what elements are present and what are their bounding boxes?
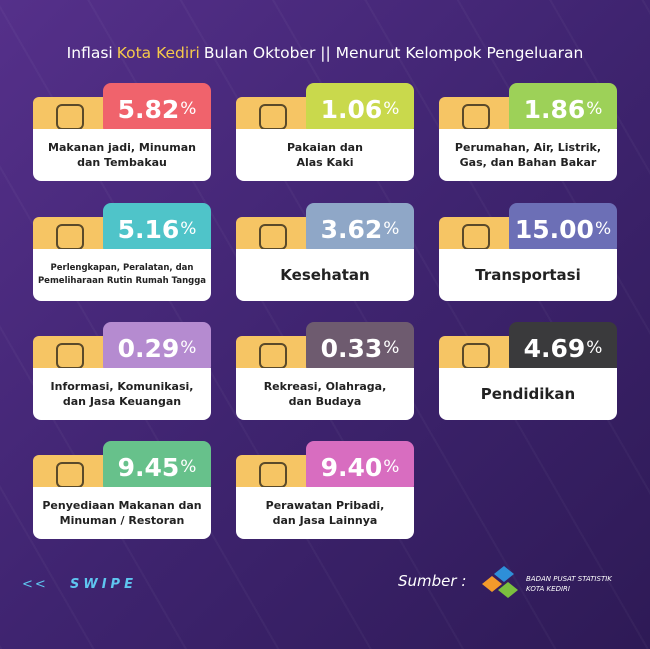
value: 5.82 <box>117 94 180 124</box>
label-line: Minuman / Restoran <box>59 514 185 527</box>
value: 0.33 <box>320 333 383 363</box>
card-label: Rekreasi, Olahraga, dan Budaya <box>236 368 414 420</box>
label-line: Perumahan, Air, Listrik, <box>454 141 602 154</box>
card: 9.45% Penyediaan Makanan dan Minuman / Res… <box>33 441 211 539</box>
swipe-label[interactable]: SWIPE <box>70 577 137 592</box>
card: 0.29% Informasi, Komunikasi, dan Jasa Keua… <box>33 322 211 420</box>
title-text: Bulan Oktober || Menurut Kelompok Pengel… <box>203 44 584 62</box>
value-box: 4.69% <box>509 322 617 374</box>
card: 0.33% Rekreasi, Olahraga, dan Budaya <box>236 322 414 420</box>
card-label: Perawatan Pribadi, dan Jasa Lainnya <box>236 487 414 539</box>
value: 4.69 <box>523 333 586 363</box>
value-box: 1.06% <box>306 83 414 135</box>
label-line: dan Jasa Keuangan <box>62 395 182 408</box>
value: 1.06 <box>320 94 383 124</box>
title-text: Inflasi <box>66 44 113 62</box>
value: 15.00 <box>514 214 594 244</box>
org-line: BADAN PUSAT STATISTIK <box>526 575 612 583</box>
unit: % <box>383 338 400 358</box>
card: 9.40% Perawatan Pribadi, dan Jasa Lainnya <box>236 441 414 539</box>
value: 5.16 <box>117 214 180 244</box>
value-box: 5.82% <box>103 83 211 135</box>
card-label: Pendidikan <box>439 368 617 420</box>
label-line: Alas Kaki <box>296 156 354 169</box>
card-label: Transportasi <box>439 249 617 301</box>
card-label: Perumahan, Air, Listrik, Gas, dan Bahan B… <box>439 129 617 181</box>
card: 1.06% Pakaian dan Alas Kaki <box>236 83 414 181</box>
value-box: 3.62% <box>306 203 414 255</box>
label-line: Kesehatan <box>280 265 370 284</box>
label-line: Makanan jadi, Minuman <box>48 141 196 154</box>
label-line: Perlengkapan, Peralatan, dan <box>50 263 194 273</box>
label-line: Informasi, Komunikasi, <box>50 380 194 393</box>
label-line: Gas, dan Bahan Bakar <box>459 156 597 169</box>
card: 5.82% Makanan jadi, Minuman dan Tembakau <box>33 83 211 181</box>
back-arrow[interactable]: << <box>22 577 48 592</box>
value-box: 5.16% <box>103 203 211 255</box>
unit: % <box>383 457 400 477</box>
label-line: dan Tembakau <box>77 156 167 169</box>
label-line: Pakaian dan <box>287 141 363 154</box>
value-box: 0.33% <box>306 322 414 374</box>
bps-logo <box>482 566 518 598</box>
label-line: dan Budaya <box>288 395 362 408</box>
unit: % <box>180 338 197 358</box>
org-line: KOTA KEDIRI <box>526 585 570 593</box>
card: 3.62% Kesehatan <box>236 203 414 301</box>
title-highlight: Kota Kediri <box>116 44 200 62</box>
label-line: dan Jasa Lainnya <box>272 514 378 527</box>
card-label: Informasi, Komunikasi, dan Jasa Keuangan <box>33 368 211 420</box>
label-line: Rekreasi, Olahraga, <box>263 380 387 393</box>
value-box: 9.40% <box>306 441 414 493</box>
value: 9.45 <box>117 452 180 482</box>
card: 15.00% Transportasi <box>439 203 617 301</box>
value-box: 0.29% <box>103 322 211 374</box>
unit: % <box>586 99 603 119</box>
value-box: 1.86% <box>509 83 617 135</box>
label-line: Perawatan Pribadi, <box>265 499 385 512</box>
unit: % <box>180 219 197 239</box>
org-name: BADAN PUSAT STATISTIK KOTA KEDIRI <box>526 574 612 594</box>
label-line: Penyediaan Makanan dan <box>42 499 202 512</box>
source-label: Sumber : <box>398 572 467 590</box>
card-label: Penyediaan Makanan dan Minuman / Restoran <box>33 487 211 539</box>
title: Inflasi Kota Kediri Bulan Oktober || Menur… <box>0 44 650 62</box>
unit: % <box>180 457 197 477</box>
card-label: Pakaian dan Alas Kaki <box>236 129 414 181</box>
card-label: Kesehatan <box>236 249 414 301</box>
value: 3.62 <box>320 214 383 244</box>
value: 0.29 <box>117 333 180 363</box>
value: 9.40 <box>320 452 383 482</box>
card-label: Makanan jadi, Minuman dan Tembakau <box>33 129 211 181</box>
unit: % <box>180 99 197 119</box>
card-label: Perlengkapan, Peralatan, dan Pemeliharaan… <box>33 249 211 301</box>
value: 1.86 <box>523 94 586 124</box>
label-line: Transportasi <box>475 265 581 284</box>
card: 5.16% Perlengkapan, Peralatan, dan Pemelih… <box>33 203 211 301</box>
unit: % <box>586 338 603 358</box>
value-box: 9.45% <box>103 441 211 493</box>
card: 4.69% Pendidikan <box>439 322 617 420</box>
unit: % <box>383 219 400 239</box>
unit: % <box>594 219 612 239</box>
label-line: Pendidikan <box>480 384 576 403</box>
label-line: Pemeliharaan Rutin Rumah Tangga <box>37 276 207 286</box>
card: 1.86% Perumahan, Air, Listrik, Gas, dan Ba… <box>439 83 617 181</box>
unit: % <box>383 99 400 119</box>
value-box: 15.00% <box>509 203 617 255</box>
